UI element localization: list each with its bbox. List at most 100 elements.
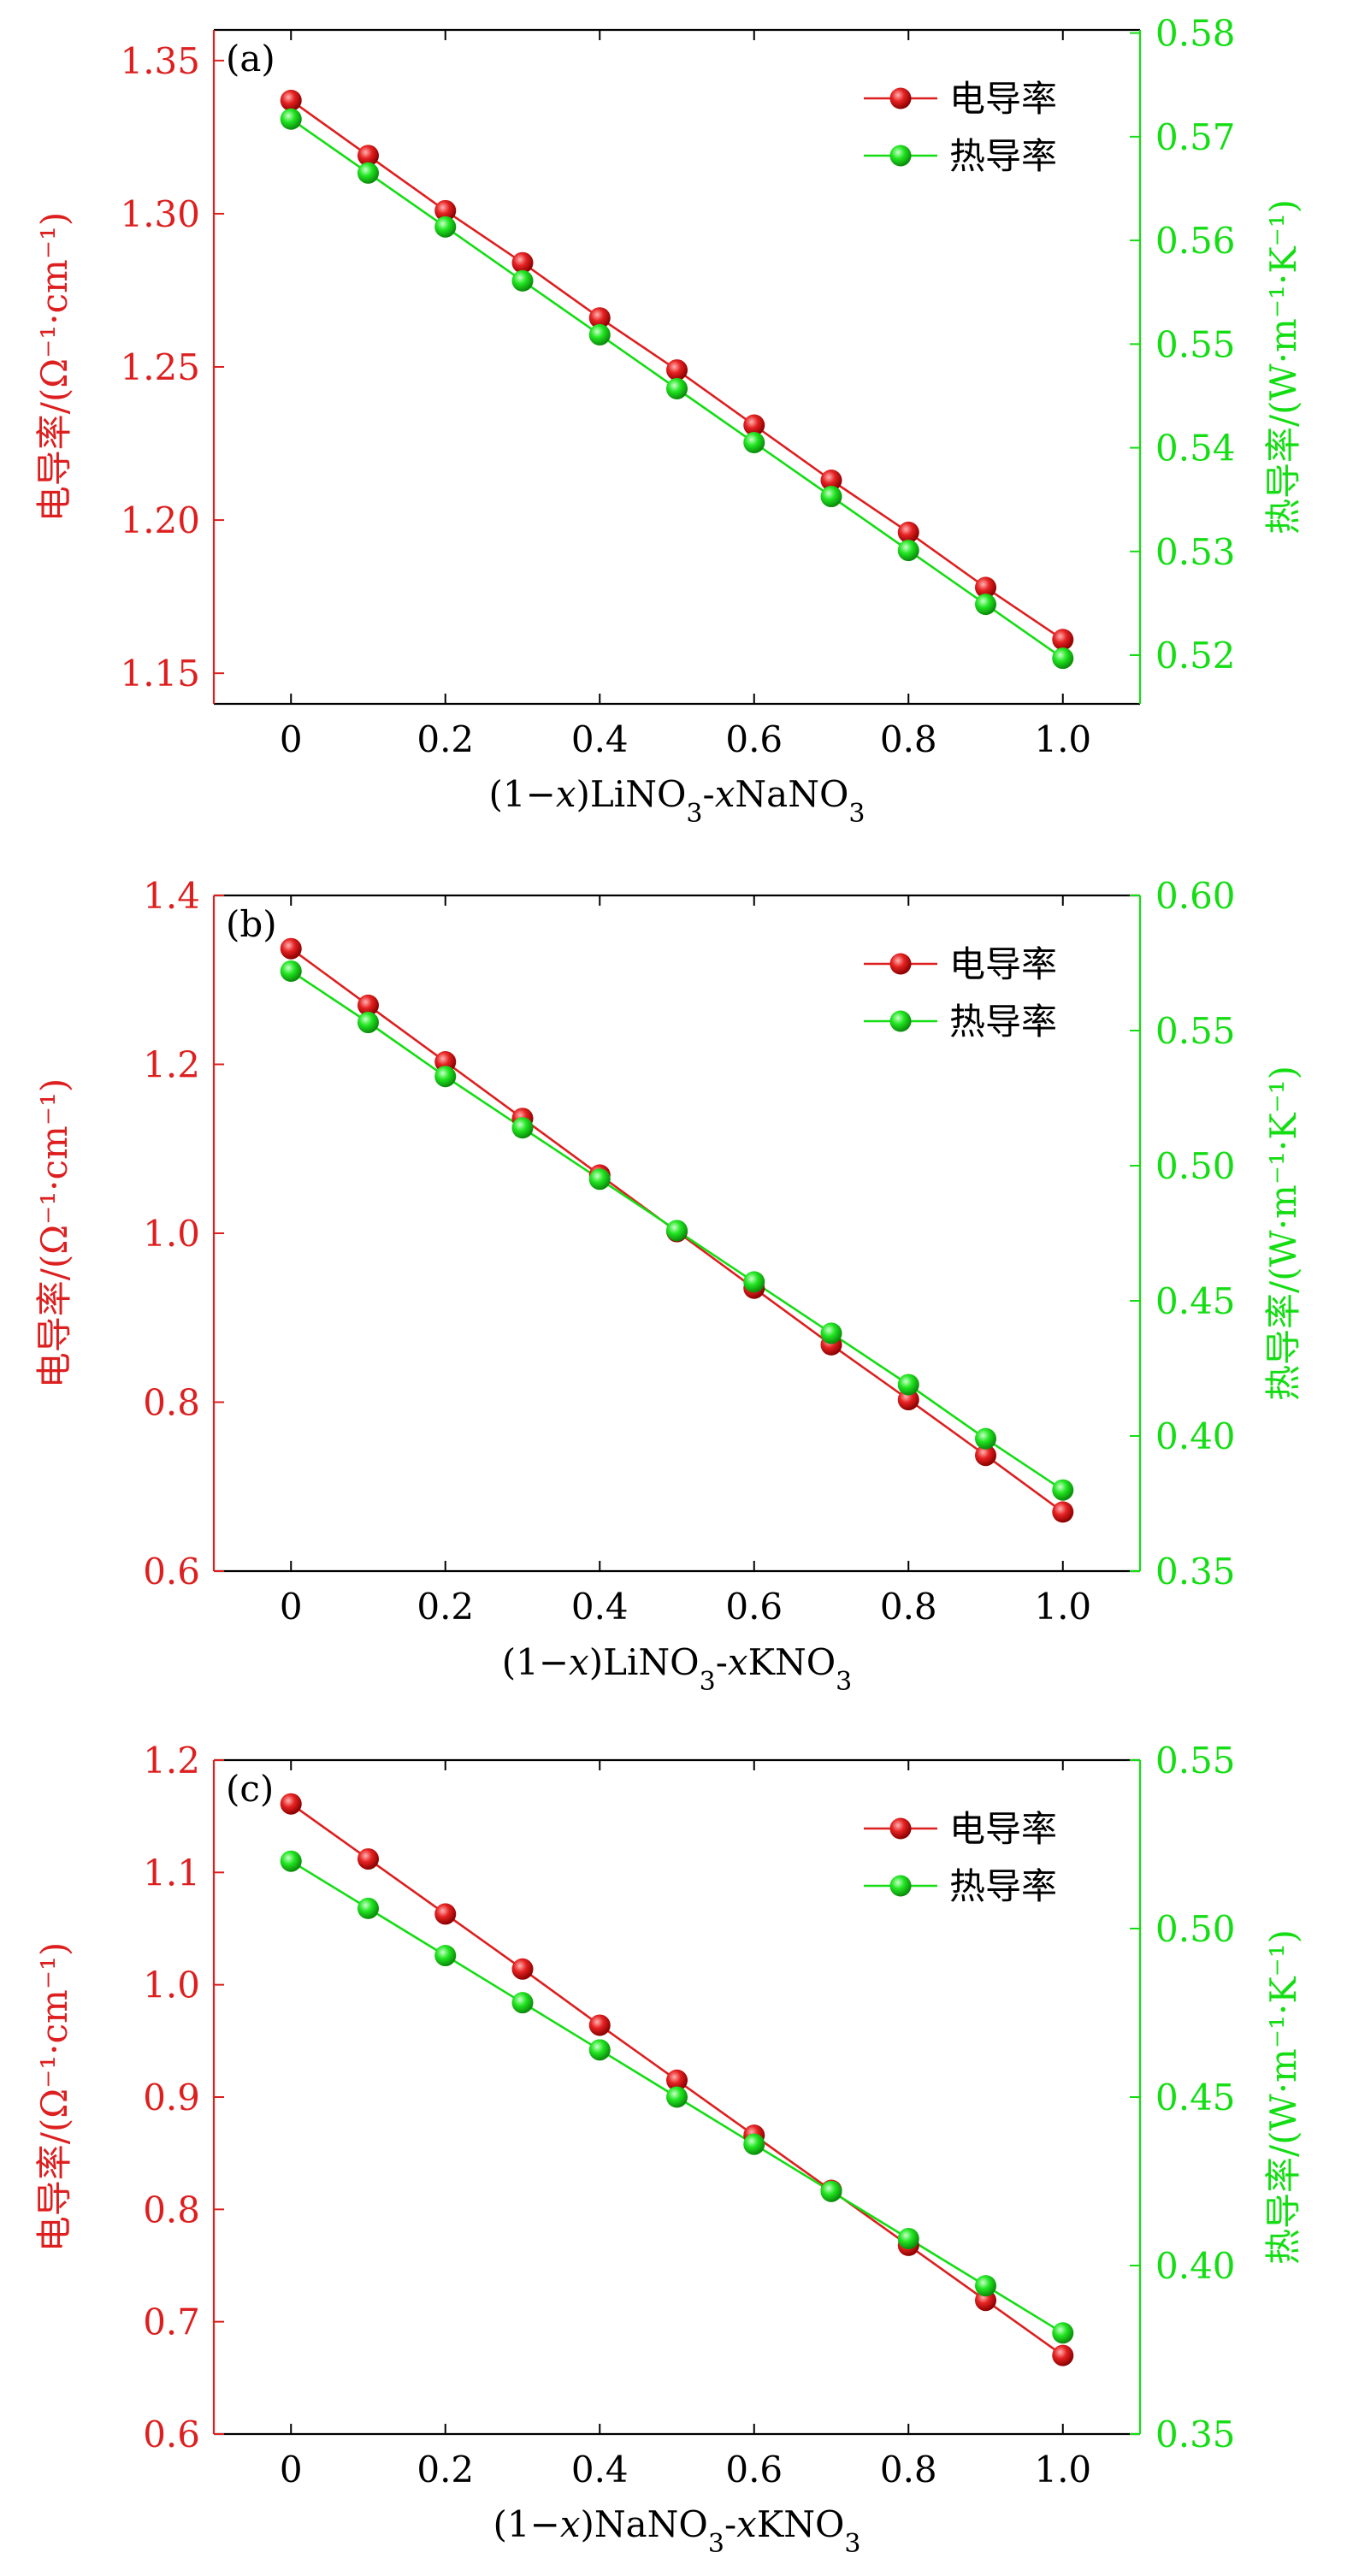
data-point-thermal <box>897 1374 919 1396</box>
x-tick-label: 0.8 <box>880 718 937 760</box>
y-right-tick-label: 0.40 <box>1155 1415 1236 1457</box>
data-point-thermal <box>666 1220 688 1242</box>
data-point-thermal <box>666 2086 688 2108</box>
y-left-tick-label: 1.0 <box>143 1213 200 1255</box>
data-point-thermal <box>357 1012 379 1034</box>
data-point-thermal <box>666 377 688 399</box>
legend-label: 热导率 <box>949 1865 1057 1907</box>
data-point-thermal <box>1052 1479 1074 1501</box>
y-left-axis-label: 电导率/(Ω⁻¹·cm⁻¹) <box>33 1078 75 1388</box>
data-point-thermal <box>434 216 457 238</box>
legend-label: 热导率 <box>949 135 1057 177</box>
data-point-conductivity <box>897 521 919 543</box>
y-left-tick-label: 1.35 <box>120 40 200 82</box>
x-axis-label: (1−x)LiNO3-xNaNO3 <box>489 773 866 829</box>
x-tick-label: 0.4 <box>571 718 629 760</box>
data-point-conductivity <box>975 576 996 599</box>
data-point-thermal <box>743 2133 765 2155</box>
data-point-conductivity <box>666 359 688 381</box>
data-point-thermal <box>588 1168 611 1191</box>
data-point-conductivity <box>357 145 379 167</box>
y-right-tick-label: 0.57 <box>1155 116 1236 158</box>
y-left-tick-label: 1.20 <box>120 499 200 541</box>
data-point-conductivity <box>1052 629 1074 651</box>
y-left-tick-label: 1.4 <box>143 875 200 917</box>
data-point-thermal <box>975 594 996 616</box>
y-right-axis-label: 热导率/(W·m⁻¹·K⁻¹) <box>1262 1066 1304 1401</box>
y-left-tick-label: 0.6 <box>143 1551 200 1592</box>
data-point-conductivity <box>511 1958 534 1980</box>
data-point-conductivity <box>666 2069 688 2091</box>
y-left-tick-label: 1.0 <box>143 1964 200 2006</box>
data-point-thermal <box>280 960 302 982</box>
data-point-conductivity <box>743 414 765 436</box>
x-tick-label: 0.8 <box>880 1586 937 1628</box>
data-point-conductivity <box>434 1903 457 1925</box>
legend-marker <box>889 1817 912 1840</box>
data-point-conductivity <box>357 1848 379 1870</box>
x-tick-label: 0.2 <box>417 1586 474 1628</box>
legend-label: 电导率 <box>949 78 1057 120</box>
y-right-tick-label: 0.52 <box>1155 635 1236 676</box>
y-left-tick-label: 1.25 <box>120 346 200 388</box>
x-axis-label: (1−x)NaNO3-xKNO3 <box>493 2503 861 2559</box>
y-left-tick-label: 1.2 <box>143 1044 200 1086</box>
y-right-tick-label: 0.60 <box>1155 875 1236 917</box>
x-tick-label: 0 <box>280 1586 303 1628</box>
x-tick-label: 1.0 <box>1034 2449 1091 2490</box>
y-left-tick-label: 0.7 <box>143 2301 200 2343</box>
y-left-tick-label: 1.2 <box>143 1740 200 1781</box>
data-point-conductivity <box>1052 1501 1074 1523</box>
data-point-conductivity <box>511 251 534 274</box>
data-point-thermal <box>1052 2322 1074 2344</box>
y-right-tick-label: 0.45 <box>1155 2077 1236 2118</box>
data-point-thermal <box>820 1322 842 1344</box>
x-tick-label: 1.0 <box>1034 718 1091 760</box>
y-left-tick-label: 0.8 <box>143 2189 200 2230</box>
data-point-conductivity <box>280 937 302 960</box>
chart-panel-3: 0 0.2 0.4 0.6 0.8 1.0 0.6 0.7 0.8 0.9 1.0 1.1 1.2 0.3… <box>33 1740 1304 2559</box>
y-right-tick-label: 0.53 <box>1155 531 1236 573</box>
y-right-tick-label: 0.55 <box>1155 1010 1236 1052</box>
data-point-thermal <box>820 486 842 508</box>
y-left-tick-label: 0.9 <box>143 2077 200 2118</box>
data-point-thermal <box>511 269 534 292</box>
data-point-thermal <box>511 1992 534 2014</box>
y-right-tick-label: 0.35 <box>1155 2414 1236 2455</box>
data-point-thermal <box>743 1271 765 1293</box>
y-left-tick-label: 1.30 <box>120 193 200 235</box>
data-point-thermal <box>357 1897 379 1919</box>
data-point-conductivity <box>1052 2344 1074 2366</box>
x-tick-label: 0.4 <box>571 1586 629 1628</box>
y-right-tick-label: 0.54 <box>1155 428 1236 470</box>
x-tick-label: 0.6 <box>725 718 783 760</box>
y-right-tick-label: 0.40 <box>1155 2245 1236 2287</box>
data-point-conductivity <box>280 1793 302 1815</box>
data-point-thermal <box>588 323 611 346</box>
y-left-axis-label: 电导率/(Ω⁻¹·cm⁻¹) <box>33 1942 75 2252</box>
legend-marker <box>889 953 912 975</box>
data-point-thermal <box>820 2180 842 2202</box>
chart-panel-1: 0 0.2 0.4 0.6 0.8 1.0 1.15 1.20 1.25 1.30 1.35 0.52… <box>33 13 1304 829</box>
data-point-thermal <box>280 1850 302 1872</box>
x-tick-label: 0.4 <box>571 2449 629 2490</box>
panel-label: (b) <box>226 903 277 945</box>
data-point-thermal <box>897 2227 919 2249</box>
legend-label: 热导率 <box>949 1001 1057 1043</box>
data-point-conductivity <box>897 1389 919 1411</box>
x-tick-label: 1.0 <box>1034 1586 1091 1628</box>
data-point-thermal <box>897 540 919 562</box>
data-point-conductivity <box>434 1051 457 1073</box>
data-point-thermal <box>743 431 765 453</box>
data-point-conductivity <box>588 2014 611 2036</box>
legend-marker <box>889 1875 912 1897</box>
x-tick-label: 0.8 <box>880 2449 937 2490</box>
y-right-axis-label: 热导率/(W·m⁻¹·K⁻¹) <box>1262 199 1304 535</box>
y-right-tick-label: 0.55 <box>1155 323 1236 365</box>
legend-marker <box>889 145 912 167</box>
data-point-thermal <box>511 1117 534 1139</box>
y-right-axis-label: 热导率/(W·m⁻¹·K⁻¹) <box>1262 1929 1304 2265</box>
data-point-thermal <box>975 1427 996 1450</box>
legend-marker <box>889 87 912 109</box>
data-point-conductivity <box>820 470 842 492</box>
